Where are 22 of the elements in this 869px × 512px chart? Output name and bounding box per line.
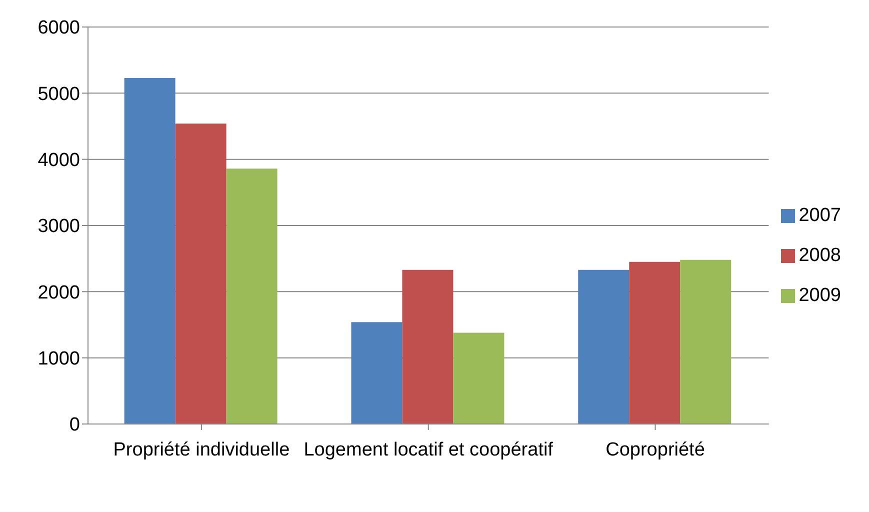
y-tick-label: 2000	[38, 282, 80, 304]
x-tick-label: Copropriété	[606, 439, 705, 460]
legend-label: 2009	[798, 285, 841, 306]
y-tick-label: 5000	[38, 84, 80, 105]
y-tick-label: 6000	[38, 18, 80, 39]
bar	[629, 262, 680, 424]
bar	[453, 332, 504, 424]
y-tick-label: 0	[69, 414, 80, 436]
bar	[351, 322, 402, 424]
y-tick-label: 1000	[38, 348, 80, 370]
bar	[175, 124, 226, 424]
x-tick-label: Logement locatif et coopératif	[304, 439, 554, 460]
bar	[226, 168, 278, 424]
y-tick-label: 3000	[38, 216, 80, 238]
bar	[402, 270, 454, 424]
bar	[680, 260, 732, 424]
y-tick-label: 4000	[38, 150, 80, 172]
x-tick-label: Propriété individuelle	[113, 439, 290, 460]
legend-label: 2007	[798, 205, 841, 226]
bar	[124, 78, 176, 424]
bar	[578, 270, 630, 424]
legend-label: 2008	[798, 245, 841, 266]
